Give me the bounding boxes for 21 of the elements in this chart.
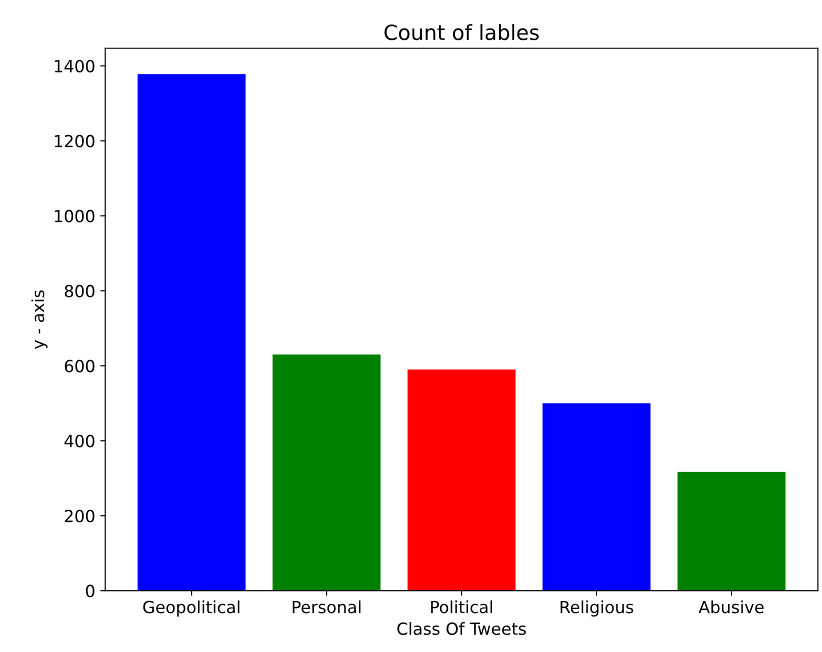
- x-axis-title: Class Of Tweets: [397, 622, 526, 636]
- bar: [542, 403, 651, 591]
- chart-title: Count of lables: [384, 24, 539, 40]
- y-tick-label: 0: [86, 584, 94, 598]
- x-tick-label: Religious: [560, 600, 634, 617]
- bar: [138, 74, 246, 591]
- y-tick-label: 1000: [54, 210, 94, 222]
- x-tick-label: Political: [431, 600, 492, 614]
- y-tick-label: 600: [64, 360, 94, 372]
- bar: [408, 370, 516, 591]
- bar: [678, 472, 786, 591]
- x-tick-label: Abusive: [698, 600, 764, 614]
- y-tick-label: 400: [64, 434, 94, 448]
- x-tick-label: Personal: [292, 600, 360, 614]
- y-tick-label: 1400: [54, 60, 94, 72]
- y-tick-label: 800: [64, 284, 94, 298]
- y-tick-label: 1200: [54, 134, 94, 148]
- y-axis-title: y - axis: [31, 290, 48, 349]
- y-tick-label: 200: [64, 510, 94, 522]
- x-tick-label: Geopolitical: [143, 600, 240, 617]
- bar: [272, 354, 381, 591]
